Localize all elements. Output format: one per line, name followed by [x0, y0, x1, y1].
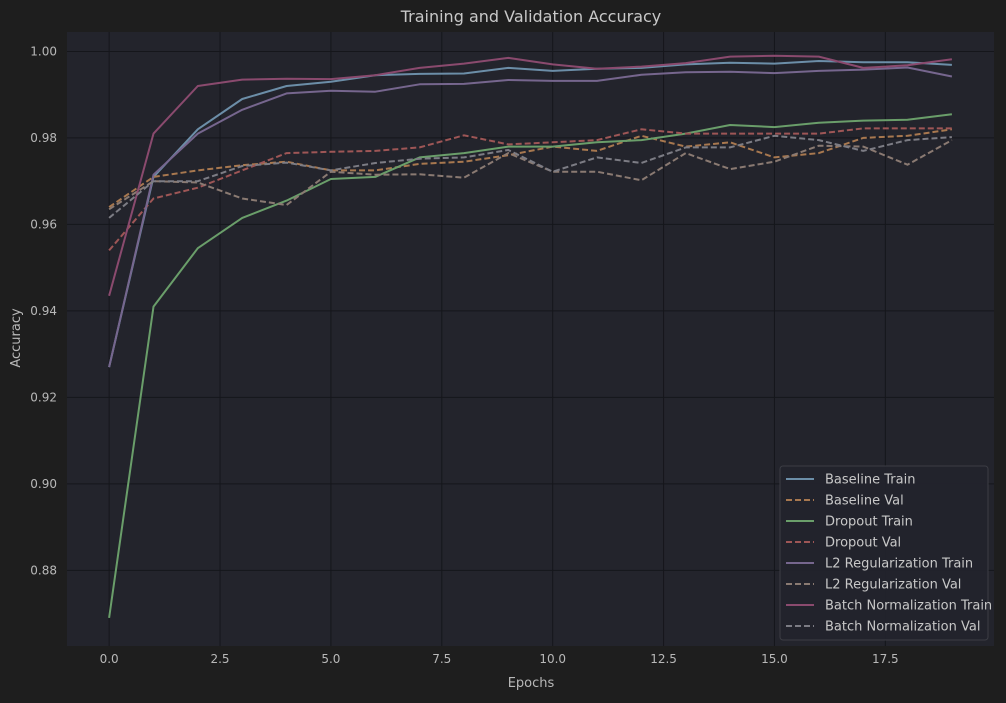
- series-line-2: [108, 113, 953, 619]
- y-tick-label: 0.88: [30, 563, 57, 577]
- series-lines: [108, 54, 953, 619]
- x-tick-label: 17.5: [872, 652, 899, 666]
- y-axis-label: Accuracy: [9, 308, 24, 368]
- x-tick-label: 12.5: [650, 652, 677, 666]
- legend-label: L2 Regularization Train: [825, 557, 973, 572]
- series-line-6: [108, 54, 953, 297]
- x-tick-label: 2.5: [210, 652, 229, 666]
- legend-label: L2 Regularization Val: [825, 578, 961, 593]
- x-tick-label: 15.0: [761, 652, 788, 666]
- x-tick-label: 10.0: [539, 652, 566, 666]
- y-tick-label: 0.98: [30, 131, 57, 145]
- y-tick-label: 0.94: [30, 304, 57, 318]
- legend-label: Dropout Val: [825, 536, 901, 551]
- y-axis-ticks: 0.88 0.90 0.92 0.94 0.96 0.98 1.00: [30, 44, 57, 577]
- series-line-3: [108, 127, 952, 252]
- series-line-4: [108, 66, 953, 368]
- y-tick-label: 0.90: [30, 477, 57, 491]
- y-tick-label: 0.92: [30, 390, 57, 404]
- y-tick-label: 1.00: [30, 44, 57, 58]
- series-line-5: [108, 139, 953, 211]
- legend-label: Batch Normalization Val: [825, 620, 980, 635]
- series-line-7: [108, 134, 952, 219]
- x-axis-label: Epochs: [508, 676, 555, 691]
- x-tick-label: 7.5: [432, 652, 451, 666]
- y-tick-label: 0.96: [30, 217, 57, 231]
- legend: Baseline Train Baseline Val Dropout Train D…: [779, 465, 992, 641]
- series-line-0: [108, 60, 952, 368]
- legend-label: Dropout Train: [825, 515, 913, 530]
- series-line-1: [108, 128, 953, 208]
- legend-label: Batch Normalization Train: [825, 599, 992, 614]
- x-axis-ticks: 0.0 2.5 5.0 7.5 10.0 12.5 15.0 17.5: [100, 652, 899, 666]
- legend-label: Baseline Val: [825, 494, 904, 509]
- x-tick-label: 0.0: [100, 652, 119, 666]
- legend-box: [779, 465, 989, 641]
- legend-label: Baseline Train: [825, 473, 915, 488]
- x-tick-label: 5.0: [321, 652, 340, 666]
- chart-title: Training and Validation Accuracy: [400, 7, 662, 26]
